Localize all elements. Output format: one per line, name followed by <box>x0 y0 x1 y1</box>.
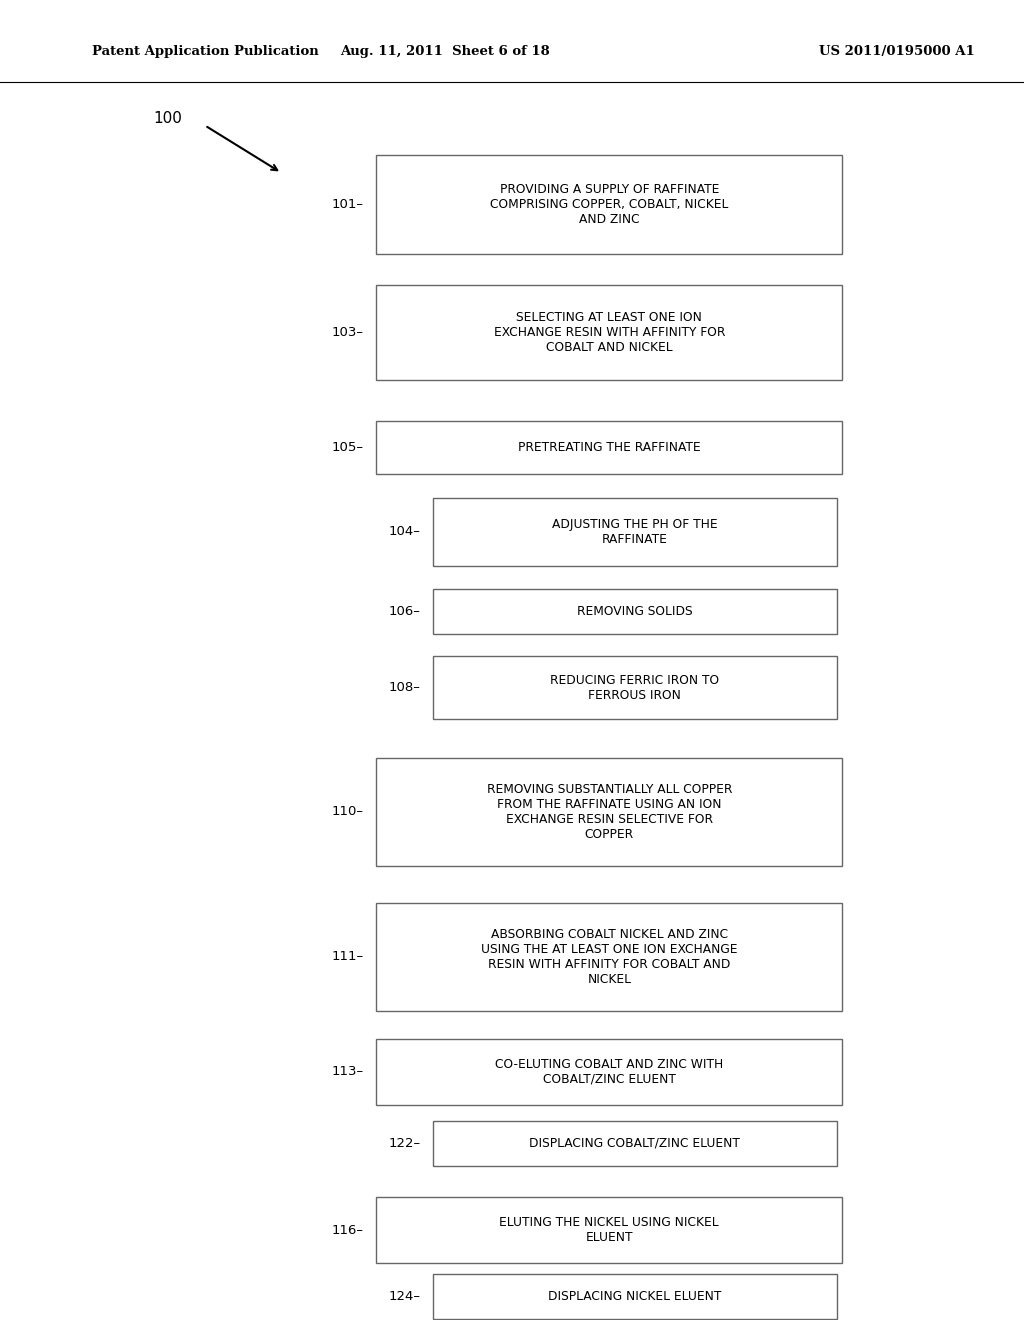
Text: PRETREATING THE RAFFINATE: PRETREATING THE RAFFINATE <box>518 441 700 454</box>
Bar <box>376 903 842 1011</box>
Text: 111–: 111– <box>332 950 364 964</box>
Text: ABSORBING COBALT NICKEL AND ZINC
USING THE AT LEAST ONE ION EXCHANGE
RESIN WITH : ABSORBING COBALT NICKEL AND ZINC USING T… <box>481 928 737 986</box>
Text: REDUCING FERRIC IRON TO
FERROUS IRON: REDUCING FERRIC IRON TO FERROUS IRON <box>550 673 720 702</box>
Text: 103–: 103– <box>332 326 364 339</box>
Text: 106–: 106– <box>388 605 420 618</box>
Text: PROVIDING A SUPPLY OF RAFFINATE
COMPRISING COPPER, COBALT, NICKEL
AND ZINC: PROVIDING A SUPPLY OF RAFFINATE COMPRISI… <box>490 183 728 226</box>
Bar <box>376 1197 842 1263</box>
Text: REMOVING SUBSTANTIALLY ALL COPPER
FROM THE RAFFINATE USING AN ION
EXCHANGE RESIN: REMOVING SUBSTANTIALLY ALL COPPER FROM T… <box>486 783 732 841</box>
Text: ADJUSTING THE PH OF THE
RAFFINATE: ADJUSTING THE PH OF THE RAFFINATE <box>552 517 718 546</box>
Text: DISPLACING NICKEL ELUENT: DISPLACING NICKEL ELUENT <box>548 1290 722 1303</box>
Text: 101–: 101– <box>332 198 364 211</box>
Bar <box>432 1274 838 1319</box>
Text: 108–: 108– <box>388 681 420 694</box>
Text: DISPLACING COBALT/ZINC ELUENT: DISPLACING COBALT/ZINC ELUENT <box>529 1137 740 1150</box>
Text: 100: 100 <box>154 111 182 127</box>
Bar <box>432 589 838 634</box>
Text: 116–: 116– <box>332 1224 364 1237</box>
Bar <box>432 1121 838 1166</box>
Text: Patent Application Publication: Patent Application Publication <box>92 45 318 58</box>
Bar <box>376 1039 842 1105</box>
Bar <box>432 498 838 566</box>
Text: REMOVING SOLIDS: REMOVING SOLIDS <box>578 605 692 618</box>
Bar <box>376 154 842 253</box>
Text: ELUTING THE NICKEL USING NICKEL
ELUENT: ELUTING THE NICKEL USING NICKEL ELUENT <box>500 1216 719 1245</box>
Bar <box>376 421 842 474</box>
Bar <box>376 285 842 380</box>
Text: 124–: 124– <box>388 1290 420 1303</box>
Text: SELECTING AT LEAST ONE ION
EXCHANGE RESIN WITH AFFINITY FOR
COBALT AND NICKEL: SELECTING AT LEAST ONE ION EXCHANGE RESI… <box>494 312 725 354</box>
Text: 122–: 122– <box>388 1137 420 1150</box>
Text: 104–: 104– <box>388 525 420 539</box>
Text: 110–: 110– <box>332 805 364 818</box>
Text: Aug. 11, 2011  Sheet 6 of 18: Aug. 11, 2011 Sheet 6 of 18 <box>341 45 550 58</box>
Bar <box>376 758 842 866</box>
Bar <box>432 656 838 719</box>
Text: 113–: 113– <box>332 1065 364 1078</box>
Text: US 2011/0195000 A1: US 2011/0195000 A1 <box>819 45 975 58</box>
Text: CO-ELUTING COBALT AND ZINC WITH
COBALT/ZINC ELUENT: CO-ELUTING COBALT AND ZINC WITH COBALT/Z… <box>496 1057 723 1086</box>
Text: 105–: 105– <box>332 441 364 454</box>
